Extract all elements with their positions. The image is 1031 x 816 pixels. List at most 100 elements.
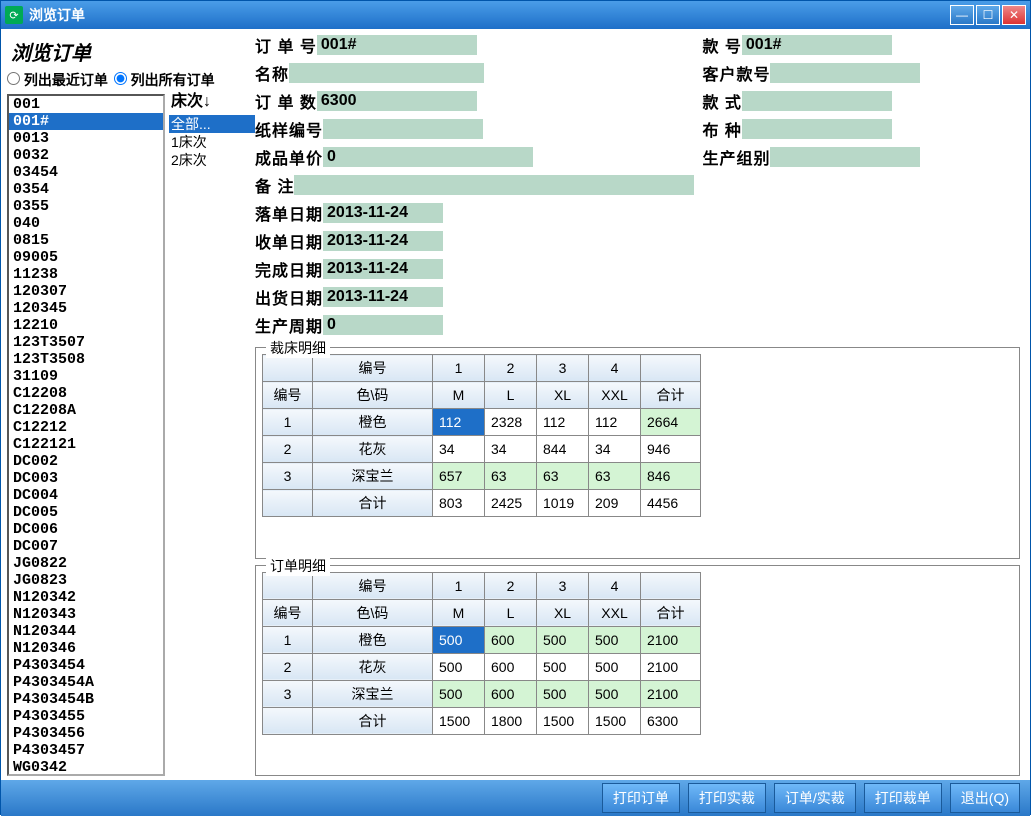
- order-detail-table[interactable]: 编号1234编号色\码MLXLXXL合计1橙色50060050050021002…: [262, 572, 701, 735]
- order-item[interactable]: 0032: [9, 147, 163, 164]
- close-button[interactable]: ✕: [1002, 5, 1026, 25]
- val-finish-date: 2013-11-24: [323, 259, 443, 279]
- filter-radios: 列出最近订单 列出所有订单: [7, 68, 165, 94]
- val-cycle: 0: [323, 315, 443, 335]
- print-order-button[interactable]: 打印订单: [602, 783, 680, 813]
- bed-item[interactable]: 1床次: [169, 133, 255, 151]
- val-qty: 6300: [317, 91, 477, 111]
- order-item[interactable]: N120342: [9, 589, 163, 606]
- val-price: 0: [323, 147, 533, 167]
- order-item[interactable]: 31109: [9, 368, 163, 385]
- order-item[interactable]: 120307: [9, 283, 163, 300]
- right-panel: 订 单 号001# 名称 订 单 数6300 纸样编号 成品单价0 备 注 款 …: [255, 29, 1030, 780]
- order-item[interactable]: P4303454: [9, 657, 163, 674]
- order-item[interactable]: 0815: [9, 232, 163, 249]
- order-item[interactable]: C122121: [9, 436, 163, 453]
- main-window: ⟳ 浏览订单 — ☐ ✕ 浏览订单 列出最近订单 列出所有订单 001001#0…: [0, 0, 1031, 815]
- cut-detail-table[interactable]: 编号1234编号色\码MLXLXXL合计1橙色11223281121122664…: [262, 354, 701, 517]
- order-item[interactable]: P4303454A: [9, 674, 163, 691]
- order-item[interactable]: P4303455: [9, 708, 163, 725]
- order-item[interactable]: C12208A: [9, 402, 163, 419]
- val-fabric: [742, 119, 892, 139]
- order-item[interactable]: 11238: [9, 266, 163, 283]
- val-drop-date: 2013-11-24: [323, 203, 443, 223]
- order-item[interactable]: JG0822: [9, 555, 163, 572]
- minimize-button[interactable]: —: [950, 5, 974, 25]
- val-pattern: [323, 119, 483, 139]
- order-item[interactable]: 03454: [9, 164, 163, 181]
- print-cut-button[interactable]: 打印裁单: [864, 783, 942, 813]
- lbl-finish-date: 完成日期: [255, 257, 323, 281]
- order-item[interactable]: 120345: [9, 300, 163, 317]
- order-list[interactable]: 001001#001300320345403540355040081509005…: [7, 94, 165, 776]
- order-item[interactable]: 001: [9, 96, 163, 113]
- order-item[interactable]: 0013: [9, 130, 163, 147]
- lbl-cust-style: 客户款号: [702, 61, 770, 85]
- bed-item[interactable]: 全部...: [169, 115, 255, 133]
- bed-header: 床次↓: [167, 87, 255, 115]
- page-title: 浏览订单: [7, 33, 165, 68]
- order-item[interactable]: JG0823: [9, 572, 163, 589]
- cut-detail-title: 裁床明细: [266, 338, 330, 358]
- exit-button[interactable]: 退出(Q): [950, 783, 1020, 813]
- order-item[interactable]: DC006: [9, 521, 163, 538]
- cut-detail-panel: 裁床明细 编号1234编号色\码MLXLXXL合计1橙色112232811211…: [255, 347, 1020, 559]
- order-item[interactable]: DC003: [9, 470, 163, 487]
- order-item[interactable]: 123T3507: [9, 334, 163, 351]
- order-item[interactable]: N120346: [9, 640, 163, 657]
- bottom-toolbar: 打印订单 打印实裁 订单/实裁 打印裁单 退出(Q): [1, 780, 1030, 816]
- val-prod-group: [770, 147, 920, 167]
- order-item[interactable]: DC005: [9, 504, 163, 521]
- order-item[interactable]: N120344: [9, 623, 163, 640]
- val-remark: [294, 175, 694, 195]
- lbl-style-no: 款 号: [702, 33, 741, 57]
- window-title: 浏览订单: [29, 5, 950, 25]
- order-item[interactable]: DC007: [9, 538, 163, 555]
- bed-list[interactable]: 全部...1床次2床次: [167, 115, 255, 169]
- lbl-name: 名称: [255, 61, 289, 85]
- val-name: [289, 63, 484, 83]
- lbl-ship-date: 出货日期: [255, 285, 323, 309]
- lbl-order-no: 订 单 号: [255, 33, 317, 57]
- lbl-recv-date: 收单日期: [255, 229, 323, 253]
- lbl-remark: 备 注: [255, 173, 294, 197]
- lbl-pattern: 纸样编号: [255, 117, 323, 141]
- order-item[interactable]: C12212: [9, 419, 163, 436]
- order-detail-title: 订单明细: [266, 556, 330, 576]
- order-item[interactable]: 001#: [9, 113, 163, 130]
- order-item[interactable]: C12208: [9, 385, 163, 402]
- order-item[interactable]: DC004: [9, 487, 163, 504]
- order-item[interactable]: N120343: [9, 606, 163, 623]
- lbl-cycle: 生产周期: [255, 313, 323, 337]
- order-item[interactable]: P4303456: [9, 725, 163, 742]
- bed-item[interactable]: 2床次: [169, 151, 255, 169]
- order-item[interactable]: 0355: [9, 198, 163, 215]
- maximize-button[interactable]: ☐: [976, 5, 1000, 25]
- order-item[interactable]: 123T3508: [9, 351, 163, 368]
- order-item[interactable]: WG0342: [9, 759, 163, 776]
- order-item[interactable]: 040: [9, 215, 163, 232]
- order-item[interactable]: 09005: [9, 249, 163, 266]
- val-order-no: 001#: [317, 35, 477, 55]
- val-recv-date: 2013-11-24: [323, 231, 443, 251]
- lbl-price: 成品单价: [255, 145, 323, 169]
- val-style: [742, 91, 892, 111]
- print-actual-button[interactable]: 打印实裁: [688, 783, 766, 813]
- left-panel: 浏览订单 列出最近订单 列出所有订单 001001#00130032034540…: [1, 29, 167, 780]
- order-detail-panel: 订单明细 编号1234编号色\码MLXLXXL合计1橙色500600500500…: [255, 565, 1020, 777]
- radio-recent[interactable]: 列出最近订单: [7, 72, 108, 88]
- order-item[interactable]: DC002: [9, 453, 163, 470]
- order-item[interactable]: P4303454B: [9, 691, 163, 708]
- lbl-fabric: 布 种: [702, 117, 741, 141]
- order-item[interactable]: 12210: [9, 317, 163, 334]
- order-item[interactable]: 0354: [9, 181, 163, 198]
- order-actual-button[interactable]: 订单/实裁: [774, 783, 856, 813]
- val-cust-style: [770, 63, 920, 83]
- val-ship-date: 2013-11-24: [323, 287, 443, 307]
- val-style-no: 001#: [742, 35, 892, 55]
- titlebar: ⟳ 浏览订单 — ☐ ✕: [1, 1, 1030, 29]
- lbl-drop-date: 落单日期: [255, 201, 323, 225]
- lbl-prod-group: 生产组别: [702, 145, 770, 169]
- lbl-qty: 订 单 数: [255, 89, 317, 113]
- order-item[interactable]: P4303457: [9, 742, 163, 759]
